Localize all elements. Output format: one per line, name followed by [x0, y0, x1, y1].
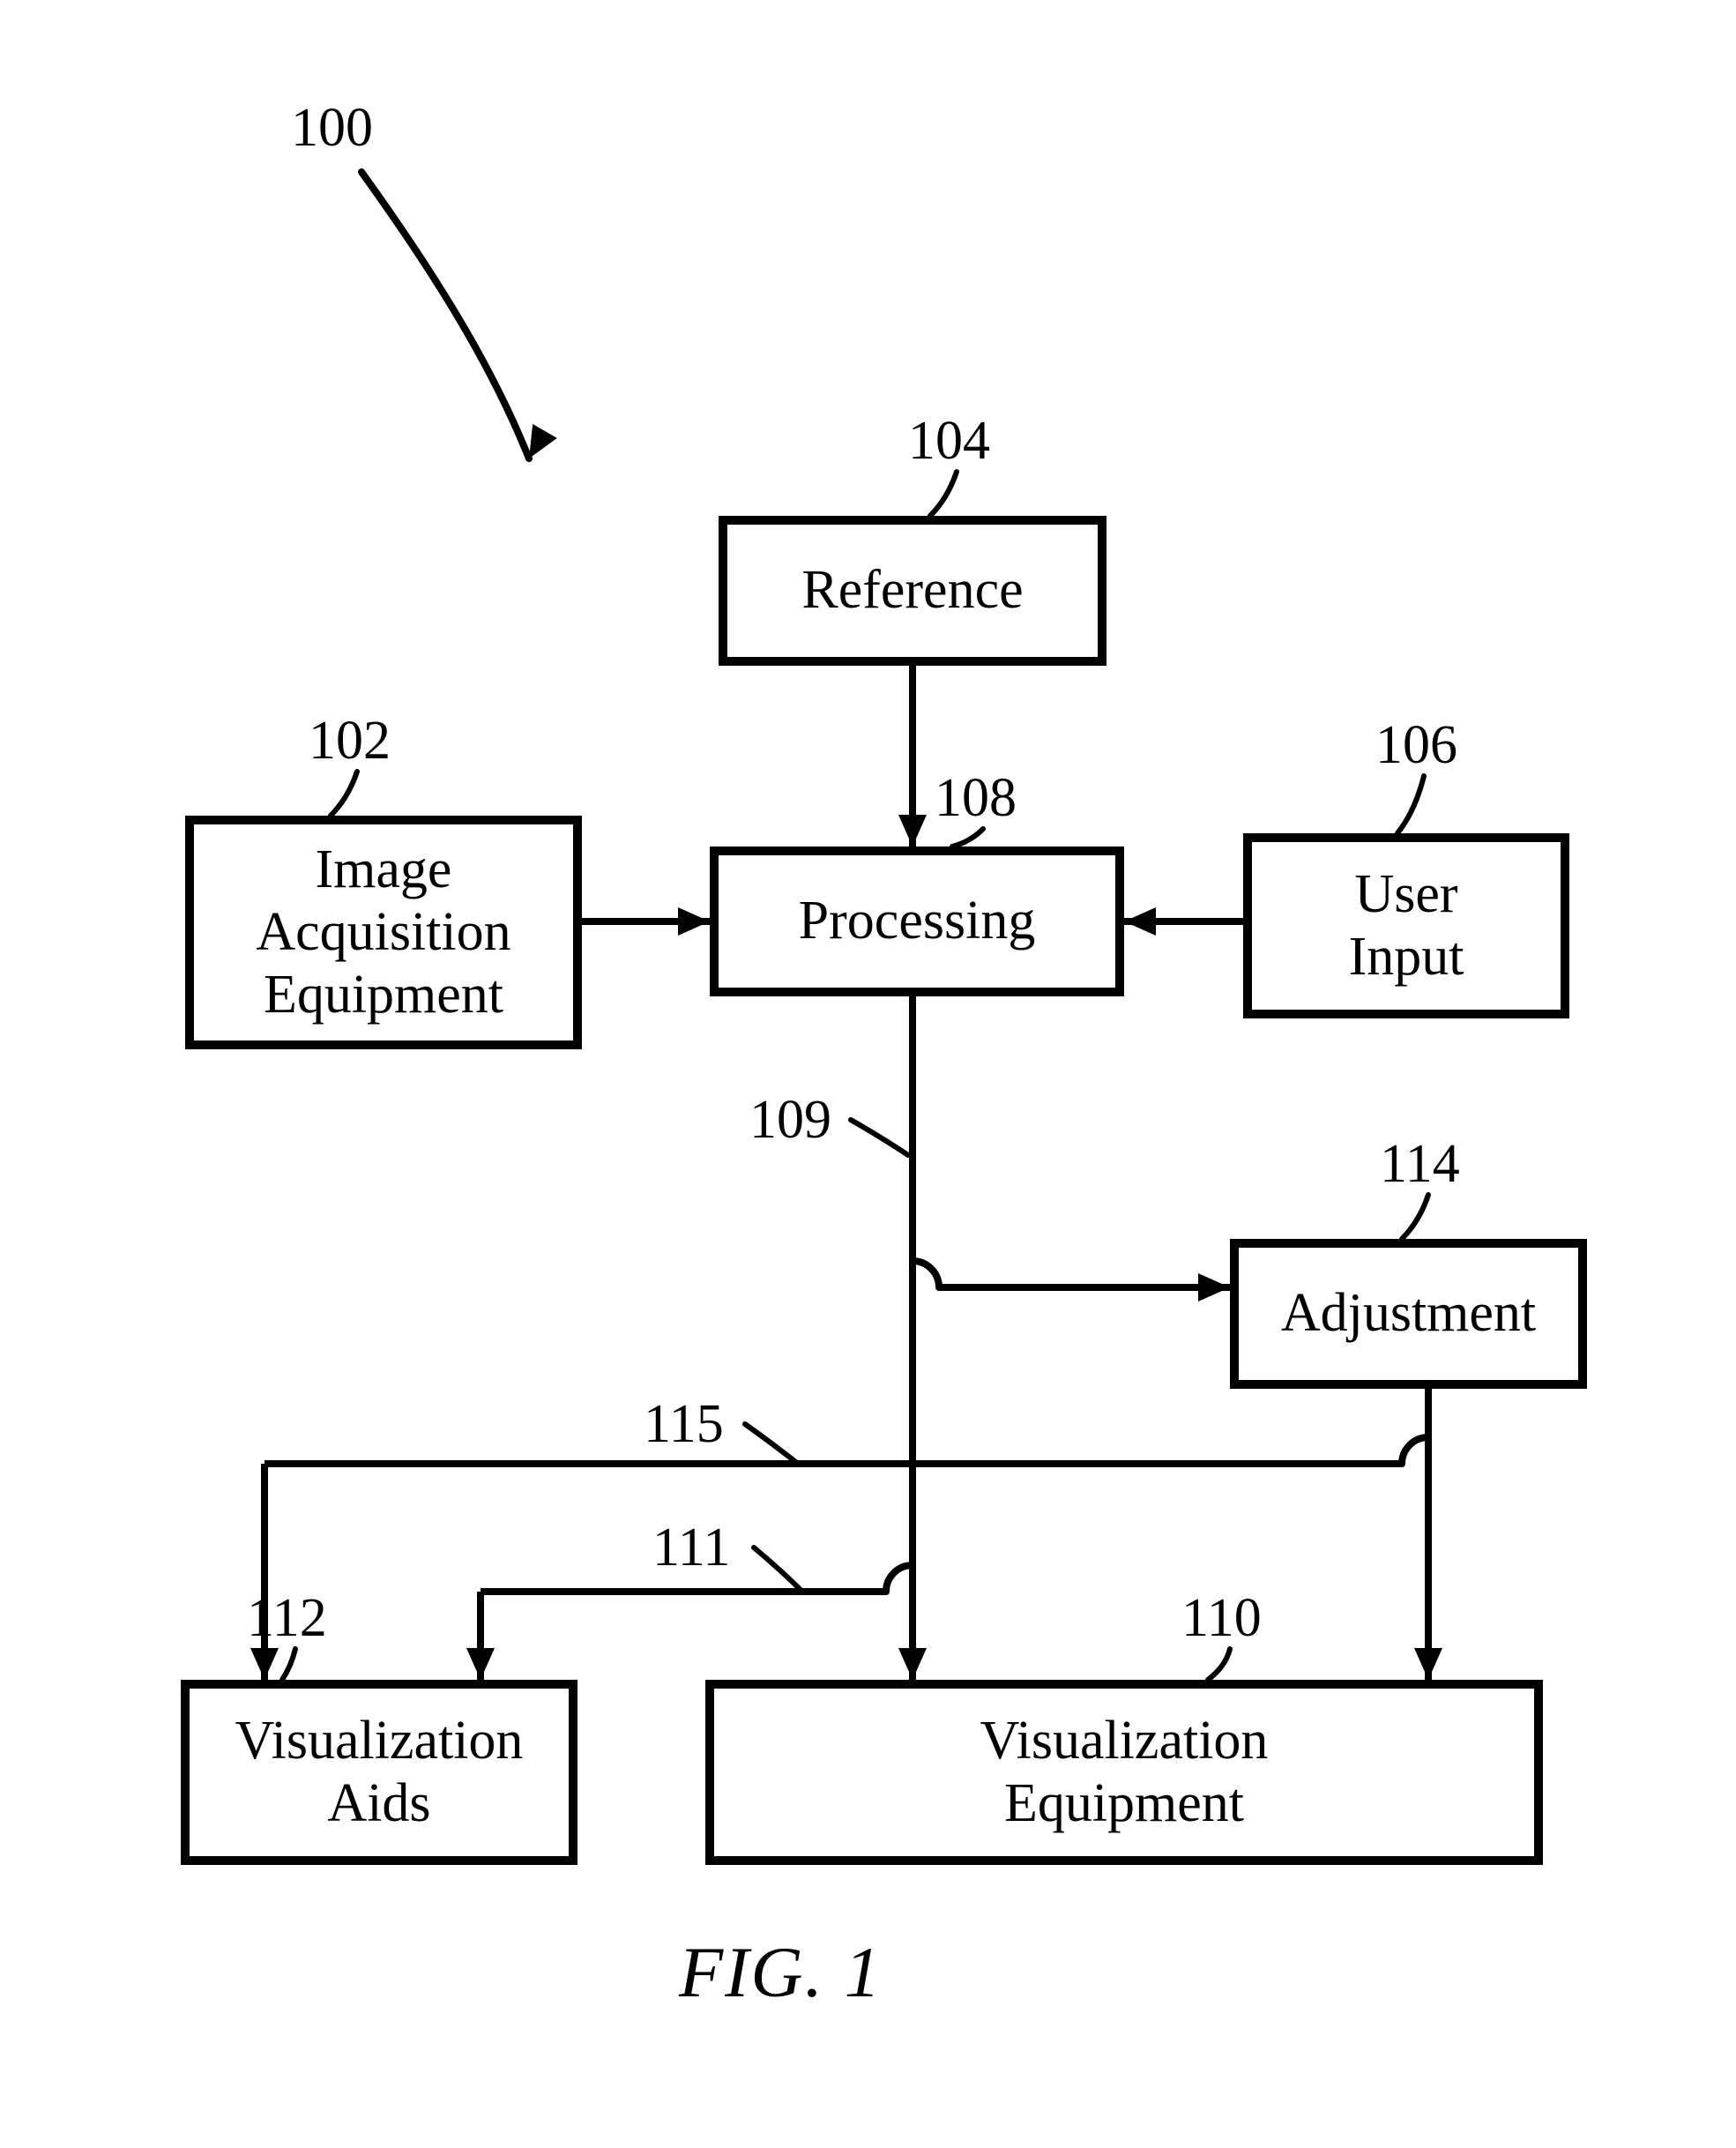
edge-label: 109 — [749, 1089, 831, 1152]
node-label: Adjustment — [1281, 1282, 1536, 1345]
ref-label: 110 — [1181, 1587, 1262, 1650]
node-vis_equipment: Visualization Equipment — [705, 1680, 1543, 1865]
node-label: Processing — [799, 890, 1036, 952]
node-vis_aids: Visualization Aids — [181, 1680, 577, 1865]
node-user_input: User Input — [1243, 833, 1569, 1018]
ref-label: 114 — [1380, 1133, 1460, 1196]
node-reference: Reference — [719, 516, 1106, 666]
ref-label: 112 — [247, 1587, 327, 1650]
node-label: Reference — [801, 559, 1023, 622]
node-adjustment: Adjustment — [1230, 1239, 1587, 1389]
edge-label: 111 — [652, 1517, 730, 1579]
figure-caption: FIG. 1 — [679, 1931, 883, 2014]
ref-label: 104 — [908, 410, 990, 473]
ref-label: 102 — [309, 710, 391, 772]
node-processing: Processing — [710, 847, 1124, 996]
edge-label: 115 — [644, 1393, 724, 1456]
figure-number: 100 — [291, 97, 373, 160]
diagram-stage: Reference Image Acquisition Equipment Proc… — [0, 0, 1736, 2148]
ref-label: 108 — [935, 767, 1017, 830]
node-label: Image Acquisition Equipment — [256, 839, 510, 1027]
node-image_acq: Image Acquisition Equipment — [185, 816, 582, 1049]
node-label: User Input — [1349, 863, 1464, 989]
node-label: Visualization Aids — [235, 1710, 524, 1836]
ref-label: 106 — [1375, 714, 1457, 777]
node-label: Visualization Equipment — [980, 1710, 1269, 1836]
